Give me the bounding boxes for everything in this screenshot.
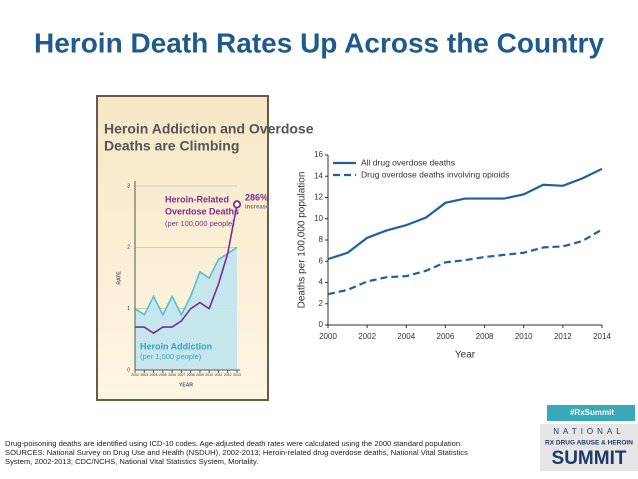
x-tick-label: 2011 — [215, 373, 223, 377]
slide-title: Heroin Death Rates Up Across the Country — [34, 27, 604, 58]
series-line — [134, 246, 238, 317]
y-tick-label: 3 — [127, 183, 130, 189]
x-tick-label: 2009 — [196, 373, 204, 377]
x-tick-label: 2004 — [150, 373, 158, 377]
y-tick-label: 12 — [314, 193, 323, 202]
x-tick-label: 2000 — [319, 332, 337, 341]
x-tick-label: 2007 — [177, 373, 185, 377]
y-tick-label: 4 — [319, 278, 324, 287]
end-marker — [232, 200, 242, 209]
x-tick-label: 2006 — [437, 332, 455, 341]
series-line — [327, 228, 603, 296]
series-label: (per 100,000 people) — [165, 219, 235, 228]
x-tick-label: 2008 — [187, 373, 195, 377]
y-tick-label: 10 — [314, 214, 323, 223]
hashtag-banner — [547, 405, 635, 421]
y-tick-label: 16 — [314, 150, 323, 159]
logo-line: RX DRUG ABUSE & HEROIN — [545, 440, 633, 447]
x-tick-label: 2012 — [224, 373, 232, 377]
chart-title: Deaths are Climbing — [104, 138, 239, 154]
y-axis-label: RATE — [116, 271, 122, 285]
series-label: Overdose Deaths — [165, 206, 239, 216]
annotation: increase — [245, 205, 270, 211]
logo-line: SUMMIT — [552, 448, 627, 469]
x-tick-label: 2004 — [397, 332, 415, 341]
legend-label: All drug overdose deaths — [361, 157, 455, 167]
x-tick-label: 2006 — [168, 373, 176, 377]
x-tick-label: 2012 — [554, 332, 572, 341]
x-tick-label: 2014 — [593, 332, 611, 341]
y-tick-label: 1 — [127, 306, 130, 312]
area — [135, 247, 237, 370]
y-axis-label: Deaths per 100,000 population — [297, 172, 308, 309]
y-tick-label: 0 — [319, 320, 324, 329]
y-tick-label: 2 — [319, 299, 324, 308]
x-tick-label: 2013 — [233, 373, 241, 377]
series-line — [135, 204, 238, 335]
y-tick-label: 8 — [319, 235, 324, 244]
logo-box — [540, 424, 638, 471]
x-tick-label: 2002 — [131, 373, 139, 377]
annotation: 286% — [245, 192, 268, 202]
x-tick-label: 2003 — [140, 373, 148, 377]
series-label: Heroin Addiction — [140, 341, 212, 351]
series-label: (per 1,000 people) — [140, 352, 202, 361]
x-tick-label: 2005 — [159, 373, 167, 377]
x-tick-label: 2010 — [205, 373, 213, 377]
x-tick-label: 2002 — [358, 332, 376, 341]
legend-label: Drug overdose deaths involving opioids — [361, 169, 509, 179]
series-label: Heroin-Related — [165, 194, 229, 204]
chart-title: Heroin Addiction and Overdose — [104, 121, 314, 137]
hashtag: #RxSummit — [570, 408, 614, 417]
y-tick-label: 2 — [127, 245, 130, 251]
footnote: System, 2002-2013; CDC/NCHS, National Vi… — [5, 457, 258, 466]
y-tick-label: 6 — [319, 256, 324, 265]
footnote: SOURCES: National Survey on Drug Use and… — [5, 448, 468, 457]
y-tick-label: 0 — [127, 367, 130, 373]
x-tick-label: 2008 — [476, 332, 494, 341]
series-line — [327, 167, 603, 261]
y-tick-label: 14 — [314, 171, 323, 180]
logo-line: NATIONAL — [553, 427, 624, 436]
x-axis-label: Year — [455, 350, 476, 361]
footnote: Drug-poisoning deaths are identified usi… — [5, 439, 462, 448]
x-tick-label: 2010 — [515, 332, 533, 341]
x-axis-label: YEAR — [179, 382, 193, 388]
